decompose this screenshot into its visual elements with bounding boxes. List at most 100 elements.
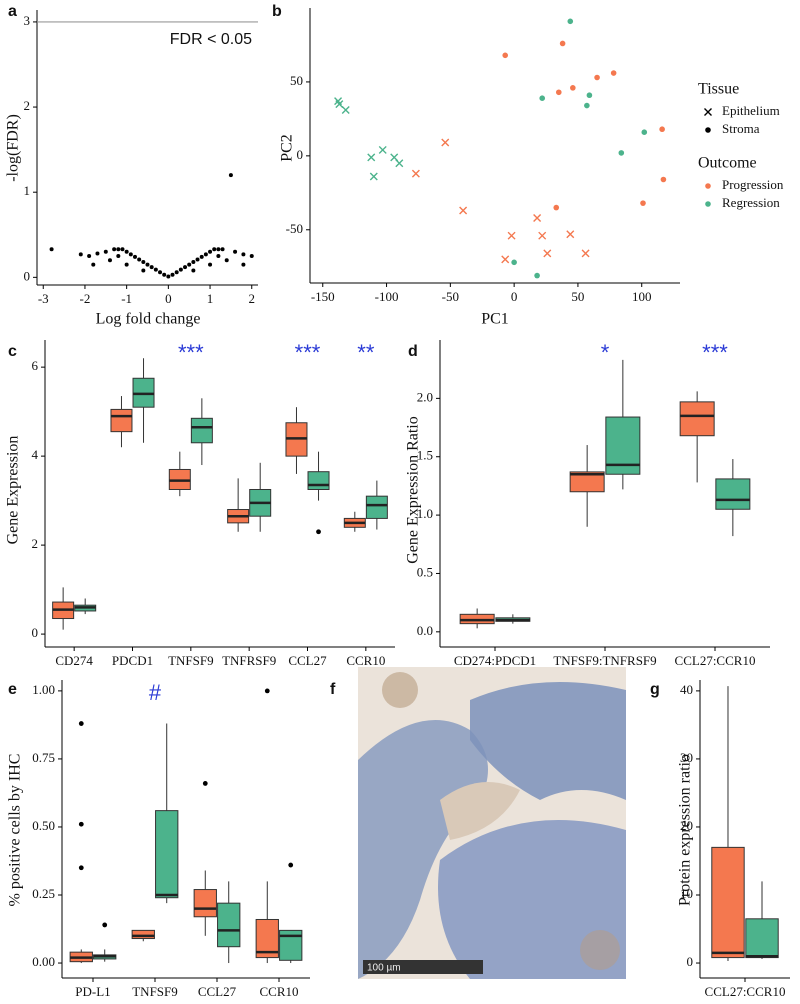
x-tick-label: CCR10 bbox=[346, 653, 385, 668]
x-tick-label: 0 bbox=[511, 289, 518, 304]
y-tick-label: -50 bbox=[286, 221, 303, 236]
point bbox=[128, 252, 133, 257]
point-x bbox=[538, 231, 547, 240]
point bbox=[49, 247, 54, 252]
legend-label: Progression bbox=[722, 177, 784, 192]
point-x bbox=[341, 106, 350, 115]
point bbox=[137, 257, 142, 262]
point bbox=[162, 272, 167, 277]
significance: *** bbox=[178, 340, 204, 365]
x-tick-label: TNFSF9 bbox=[132, 984, 178, 999]
panel-letter: e bbox=[8, 681, 17, 698]
y-tick-label: 50 bbox=[290, 73, 303, 88]
point bbox=[107, 258, 112, 263]
y-axis-title: PC2 bbox=[279, 134, 296, 162]
legend-label: Epithelium bbox=[722, 103, 780, 118]
point bbox=[191, 268, 196, 273]
legend-swatch bbox=[705, 201, 711, 207]
legend-swatch bbox=[704, 108, 712, 116]
point bbox=[124, 262, 129, 267]
y-tick-label: 0.75 bbox=[32, 750, 55, 765]
box bbox=[569, 471, 605, 493]
outlier bbox=[316, 529, 321, 535]
point bbox=[91, 262, 96, 267]
outlier bbox=[102, 922, 108, 928]
x-tick-label: TNFRSF9 bbox=[222, 653, 276, 668]
y-tick-label: 0.25 bbox=[32, 886, 55, 901]
x-tick-label: CCR10 bbox=[259, 984, 298, 999]
point bbox=[112, 247, 117, 252]
box bbox=[193, 889, 217, 918]
x-tick-label: 100 bbox=[632, 289, 652, 304]
legend-swatch bbox=[705, 127, 711, 133]
point-x bbox=[441, 138, 450, 147]
point bbox=[191, 260, 196, 265]
tissue bbox=[470, 682, 626, 800]
point bbox=[195, 257, 200, 262]
point bbox=[249, 254, 254, 259]
y-tick-label: 2 bbox=[32, 536, 39, 551]
point bbox=[208, 249, 213, 254]
x-tick-label: -50 bbox=[442, 289, 459, 304]
legend-title: Outcome bbox=[698, 155, 757, 172]
x-tick-label: 50 bbox=[571, 289, 584, 304]
y-tick-label: 0 bbox=[297, 147, 304, 162]
point bbox=[132, 254, 137, 259]
point bbox=[149, 265, 154, 270]
y-tick-label: 6 bbox=[32, 358, 39, 373]
point bbox=[183, 265, 188, 270]
point bbox=[555, 89, 562, 96]
scale-bar bbox=[363, 960, 483, 974]
point bbox=[95, 251, 100, 256]
point bbox=[534, 272, 540, 279]
panel-letter: d bbox=[408, 343, 418, 360]
point bbox=[618, 150, 625, 156]
point bbox=[553, 204, 560, 211]
x-tick-label: PD-L1 bbox=[75, 984, 110, 999]
point bbox=[199, 254, 204, 259]
point bbox=[145, 262, 150, 267]
debris bbox=[580, 930, 620, 970]
y-axis-title: -log(FDR) bbox=[5, 114, 22, 182]
point-x bbox=[395, 159, 404, 168]
x-tick-label: CCL27 bbox=[198, 984, 237, 999]
y-tick-label: 0.5 bbox=[417, 564, 433, 579]
x-tick-label: CD274 bbox=[55, 653, 93, 668]
point bbox=[586, 92, 593, 99]
point bbox=[141, 268, 146, 273]
point bbox=[228, 173, 233, 178]
box bbox=[255, 918, 279, 959]
point-x bbox=[367, 153, 376, 162]
point-x bbox=[335, 100, 344, 109]
y-tick-label: 20 bbox=[680, 818, 693, 833]
outlier bbox=[78, 821, 84, 827]
x-tick-label: -100 bbox=[375, 289, 399, 304]
point bbox=[116, 254, 121, 259]
y-tick-label: 40 bbox=[680, 682, 693, 697]
y-tick-label: 4 bbox=[32, 447, 39, 462]
point bbox=[502, 52, 509, 59]
y-axis-title: Protein expression ratio bbox=[677, 754, 694, 906]
y-tick-label: 0 bbox=[24, 268, 31, 283]
y-tick-label: 0 bbox=[687, 954, 694, 969]
point bbox=[103, 249, 108, 254]
panel-letter: b bbox=[272, 3, 282, 20]
outlier bbox=[264, 688, 270, 694]
legend-label: Regression bbox=[722, 195, 780, 210]
x-tick-label: 1 bbox=[207, 291, 214, 306]
box bbox=[131, 929, 155, 940]
point bbox=[166, 274, 171, 279]
y-tick-label: 3 bbox=[24, 13, 31, 28]
point bbox=[187, 262, 192, 267]
significance: *** bbox=[295, 340, 321, 365]
outlier bbox=[288, 862, 294, 868]
point bbox=[208, 262, 213, 267]
debris bbox=[382, 672, 418, 708]
x-tick-label: 2 bbox=[248, 291, 255, 306]
panel-letter: c bbox=[8, 343, 17, 360]
point bbox=[224, 258, 229, 263]
point bbox=[511, 259, 517, 266]
outlier bbox=[78, 721, 84, 726]
box bbox=[711, 846, 745, 959]
